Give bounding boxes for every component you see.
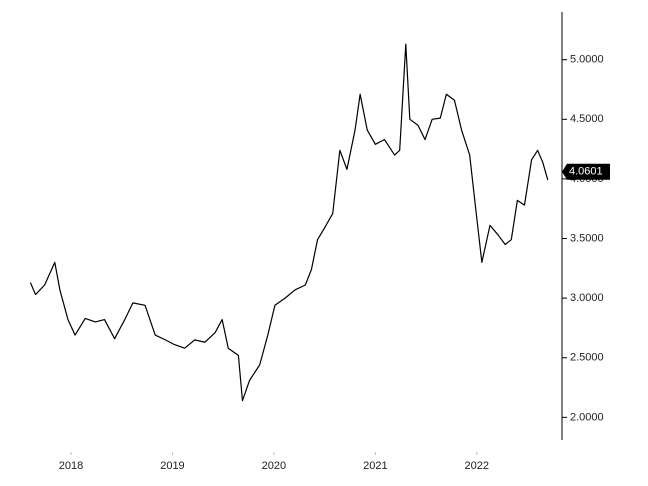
y-tick-label: 5.0000 bbox=[570, 54, 604, 66]
price-line bbox=[29, 43, 549, 402]
x-tick-label: 2020 bbox=[262, 460, 286, 472]
y-tick-label: 2.5000 bbox=[570, 352, 604, 364]
y-tick-label: 2.0000 bbox=[570, 411, 604, 423]
y-tick-label: 3.5000 bbox=[570, 232, 604, 244]
x-tick-label: 2019 bbox=[160, 460, 184, 472]
last-value-label: 4.0601 bbox=[569, 166, 603, 178]
x-tick-label: 2021 bbox=[363, 460, 387, 472]
y-tick-label: 4.5000 bbox=[570, 113, 604, 125]
x-tick-label: 2018 bbox=[59, 460, 83, 472]
x-tick-label: 2022 bbox=[465, 460, 489, 472]
y-tick-label: 3.0000 bbox=[570, 292, 604, 304]
last-value-box bbox=[562, 163, 610, 180]
